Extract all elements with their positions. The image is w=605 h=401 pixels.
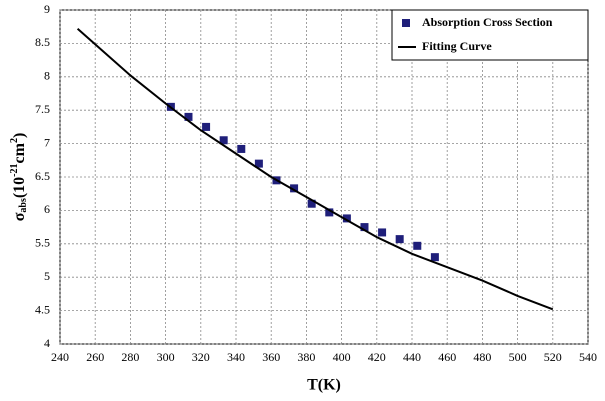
y-title-part: -21 — [9, 163, 20, 176]
x-tick-label: 460 — [438, 350, 456, 364]
data-point — [430, 253, 439, 262]
x-tick-label: 280 — [121, 350, 139, 364]
x-tick-label: 440 — [403, 350, 421, 364]
legend-box — [391, 9, 589, 61]
y-title-part: (10 — [11, 177, 28, 198]
data-point — [290, 184, 299, 193]
y-axis-title: σabs(10-21cm2) — [9, 133, 29, 222]
x-tick-label: 400 — [333, 350, 351, 364]
y-tick-label: 7.5 — [35, 102, 50, 116]
data-point — [325, 208, 334, 217]
y-tick-label: 4.5 — [35, 302, 50, 316]
x-tick-label: 500 — [509, 350, 527, 364]
data-point — [395, 235, 404, 244]
x-tick-label: 420 — [368, 350, 386, 364]
x-tick-label: 520 — [544, 350, 562, 364]
x-tick-label: 240 — [51, 350, 69, 364]
legend-label: Absorption Cross Section — [422, 15, 553, 29]
y-tick-label: 5 — [44, 269, 50, 283]
data-point — [307, 199, 316, 208]
data-point — [237, 144, 246, 153]
data-point — [219, 136, 228, 145]
y-tick-label: 7 — [44, 135, 50, 149]
y-title-part: σ — [11, 212, 28, 221]
x-tick-label: 340 — [227, 350, 245, 364]
fit-line — [76, 27, 554, 311]
data-point — [378, 228, 387, 237]
data-point — [202, 122, 211, 131]
y-tick-label: 8 — [44, 69, 50, 83]
data-point — [184, 112, 193, 121]
x-axis-title: T(K) — [307, 377, 341, 394]
y-title-part: 2 — [9, 138, 20, 143]
y-tick-label: 9 — [44, 2, 50, 16]
y-title-part: cm — [11, 142, 28, 163]
y-title-part: ) — [11, 133, 28, 138]
x-tick-label: 480 — [473, 350, 491, 364]
y-tick-label: 8.5 — [35, 35, 50, 49]
x-tick-label: 380 — [297, 350, 315, 364]
x-tick-label: 320 — [192, 350, 210, 364]
legend-label: Fitting Curve — [422, 39, 492, 53]
y-tick-label: 4 — [44, 336, 50, 350]
x-tick-label: 260 — [86, 350, 104, 364]
y-tick-label: 6 — [44, 202, 50, 216]
x-tick-label: 360 — [262, 350, 280, 364]
x-tick-label: 300 — [157, 350, 175, 364]
data-point — [254, 159, 263, 168]
x-tick-label: 540 — [579, 350, 597, 364]
legend-marker — [402, 19, 410, 27]
y-title-part: abs — [18, 198, 29, 213]
data-point — [413, 241, 422, 250]
data-point — [342, 214, 351, 223]
y-tick-label: 6.5 — [35, 169, 50, 183]
data-point — [360, 223, 369, 232]
y-tick-label: 5.5 — [35, 236, 50, 250]
